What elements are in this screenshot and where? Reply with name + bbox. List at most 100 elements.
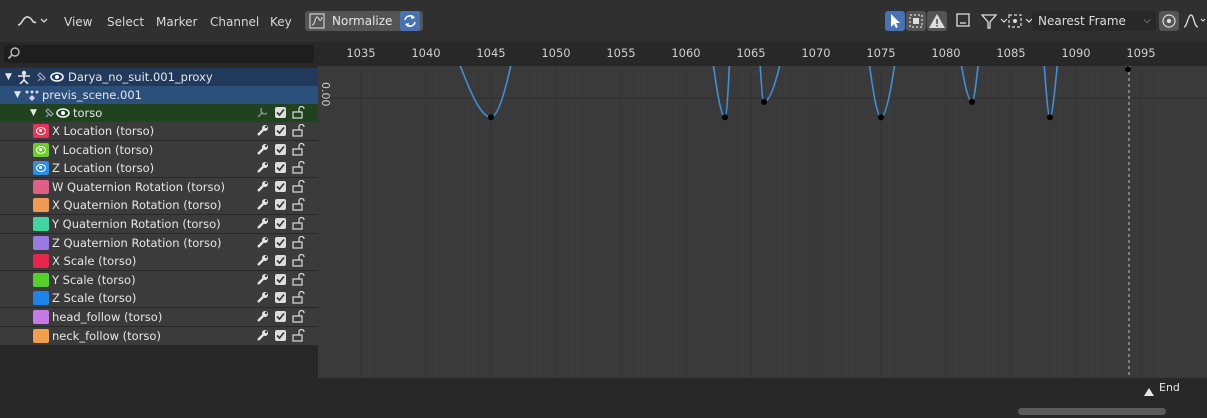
unlock-icon[interactable] xyxy=(292,254,305,267)
horizontal-scrollbar[interactable] xyxy=(1018,408,1166,415)
channel-row[interactable]: Z Location (torso) xyxy=(0,159,318,178)
keyframe-point[interactable] xyxy=(488,114,494,121)
snap-mode-dropdown[interactable]: Nearest Frame ⌵ xyxy=(1032,11,1156,31)
checkbox-icon[interactable] xyxy=(274,161,287,174)
wrench-icon[interactable] xyxy=(256,180,269,193)
wrench-icon[interactable] xyxy=(256,291,269,304)
editor-type-button[interactable] xyxy=(16,11,50,29)
channel-row[interactable]: W Quaternion Rotation (torso) xyxy=(0,177,318,196)
keyframe-point[interactable] xyxy=(1047,114,1053,121)
checkbox-icon[interactable] xyxy=(274,198,287,211)
checkbox-icon[interactable] xyxy=(274,143,287,156)
eye-icon[interactable] xyxy=(56,107,70,119)
unlock-icon[interactable] xyxy=(292,235,305,249)
unlock-icon[interactable] xyxy=(292,161,305,174)
falloff-dropdown[interactable] xyxy=(1182,11,1207,29)
checkbox-icon[interactable] xyxy=(274,310,287,323)
menu-marker[interactable]: Marker xyxy=(156,15,198,29)
channel-color-swatch[interactable] xyxy=(33,272,49,287)
unlock-icon[interactable] xyxy=(292,106,305,119)
keyframe-point[interactable] xyxy=(722,114,728,121)
expand-arrow-icon[interactable]: ▼ xyxy=(5,72,12,82)
unlock-icon[interactable] xyxy=(292,328,305,342)
show-hidden-toggle[interactable] xyxy=(906,11,926,31)
wrench-icon[interactable] xyxy=(256,329,269,342)
wrench-icon[interactable] xyxy=(256,161,269,174)
menu-key[interactable]: Key xyxy=(270,15,292,29)
channel-color-swatch[interactable] xyxy=(33,124,49,138)
channel-row[interactable]: Z Quaternion Rotation (torso) xyxy=(0,233,318,252)
checkbox-icon[interactable] xyxy=(274,217,287,230)
menu-view[interactable]: View xyxy=(64,15,93,29)
pivot-dropdown[interactable] xyxy=(1007,11,1035,29)
unlock-icon[interactable] xyxy=(292,198,305,211)
channel-row[interactable]: X Scale (torso) xyxy=(0,252,318,271)
wrench-icon[interactable] xyxy=(256,143,269,156)
channel-color-swatch[interactable] xyxy=(33,161,49,176)
wrench-icon[interactable] xyxy=(256,273,269,286)
wrench-icon[interactable] xyxy=(256,124,269,137)
channel-row[interactable]: Y Quaternion Rotation (torso) xyxy=(0,215,318,233)
wrench-icon[interactable] xyxy=(256,236,269,249)
channel-row[interactable]: head_follow (torso) xyxy=(0,308,318,326)
expand-arrow-icon[interactable]: ▼ xyxy=(14,90,21,100)
channel-action-row[interactable]: ▼ previs_scene.001 xyxy=(0,86,318,104)
graph-area[interactable]: 1035 1040 1045 1050 1055 1060 1065 1070 1075 1080… xyxy=(318,42,1207,418)
checkbox-icon[interactable] xyxy=(274,180,287,193)
channel-color-swatch[interactable] xyxy=(33,217,49,231)
eye-icon[interactable] xyxy=(50,71,64,83)
checkbox-icon[interactable] xyxy=(274,273,287,286)
channel-color-swatch[interactable] xyxy=(33,235,49,250)
modifier-icon[interactable] xyxy=(256,106,269,119)
proportional-edit-toggle[interactable] xyxy=(1159,11,1179,31)
normalize-toggle[interactable]: Normalize xyxy=(305,11,423,31)
search-input[interactable] xyxy=(4,45,314,63)
wrench-icon[interactable] xyxy=(256,254,269,267)
channel-object-row[interactable]: ▼ Darya_no_suit.001_proxy xyxy=(0,68,318,86)
channel-color-swatch[interactable] xyxy=(33,198,49,213)
channel-color-swatch[interactable] xyxy=(33,310,49,324)
keyframe-point[interactable] xyxy=(878,114,884,121)
unlock-icon[interactable] xyxy=(292,217,305,230)
pin-view-button[interactable] xyxy=(954,11,972,29)
eye-icon[interactable] xyxy=(36,164,46,173)
eye-icon[interactable] xyxy=(36,145,46,154)
channel-group-row[interactable]: ▼ torso xyxy=(0,104,318,122)
eye-icon[interactable] xyxy=(36,127,46,135)
curves-canvas[interactable] xyxy=(318,42,1207,418)
checkbox-icon[interactable] xyxy=(274,106,287,119)
keyframe-point[interactable] xyxy=(1125,66,1131,73)
channel-color-swatch[interactable] xyxy=(33,291,49,306)
channel-row[interactable]: X Location (torso) xyxy=(0,122,318,140)
channel-row[interactable]: Y Scale (torso) xyxy=(0,270,318,289)
pin-icon[interactable] xyxy=(35,70,47,84)
unlock-icon[interactable] xyxy=(292,291,305,304)
channel-color-swatch[interactable] xyxy=(33,142,49,157)
fcurve-series-0[interactable] xyxy=(318,42,1207,119)
unlock-icon[interactable] xyxy=(292,142,305,156)
only-selected-toggle[interactable] xyxy=(885,11,905,31)
channel-color-swatch[interactable] xyxy=(33,254,49,269)
frame-ruler[interactable]: 1035 1040 1045 1050 1055 1060 1065 1070 1075 1080… xyxy=(318,42,1207,66)
channel-row[interactable]: Z Scale (torso) xyxy=(0,289,318,308)
checkbox-icon[interactable] xyxy=(274,236,287,249)
keyframe-point[interactable] xyxy=(761,98,767,105)
channel-row[interactable]: neck_follow (torso) xyxy=(0,326,318,345)
checkbox-icon[interactable] xyxy=(274,254,287,267)
normalize-sync-button[interactable] xyxy=(400,11,420,31)
menu-channel[interactable]: Channel xyxy=(210,15,260,29)
checkbox-icon[interactable] xyxy=(274,124,287,137)
unlock-icon[interactable] xyxy=(292,310,305,323)
checkbox-icon[interactable] xyxy=(274,291,287,304)
keyframe-point[interactable] xyxy=(969,98,975,105)
wrench-icon[interactable] xyxy=(256,310,269,323)
wrench-icon[interactable] xyxy=(256,217,269,230)
only-errors-toggle[interactable] xyxy=(927,11,947,31)
filter-dropdown[interactable] xyxy=(980,11,1010,29)
pin-icon[interactable] xyxy=(43,106,55,120)
channel-row[interactable]: X Quaternion Rotation (torso) xyxy=(0,196,318,215)
channel-color-swatch[interactable] xyxy=(33,328,49,343)
unlock-icon[interactable] xyxy=(292,272,305,286)
unlock-icon[interactable] xyxy=(292,179,305,193)
channel-row[interactable]: Y Location (torso) xyxy=(0,140,318,159)
